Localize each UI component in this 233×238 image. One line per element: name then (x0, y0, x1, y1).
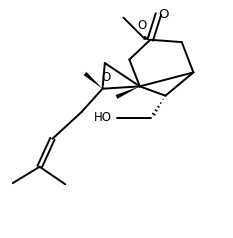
Polygon shape (84, 72, 103, 89)
Polygon shape (116, 86, 140, 99)
Text: HO: HO (94, 111, 112, 124)
Text: O: O (137, 19, 147, 32)
Text: O: O (158, 8, 169, 21)
Text: O: O (101, 70, 111, 84)
